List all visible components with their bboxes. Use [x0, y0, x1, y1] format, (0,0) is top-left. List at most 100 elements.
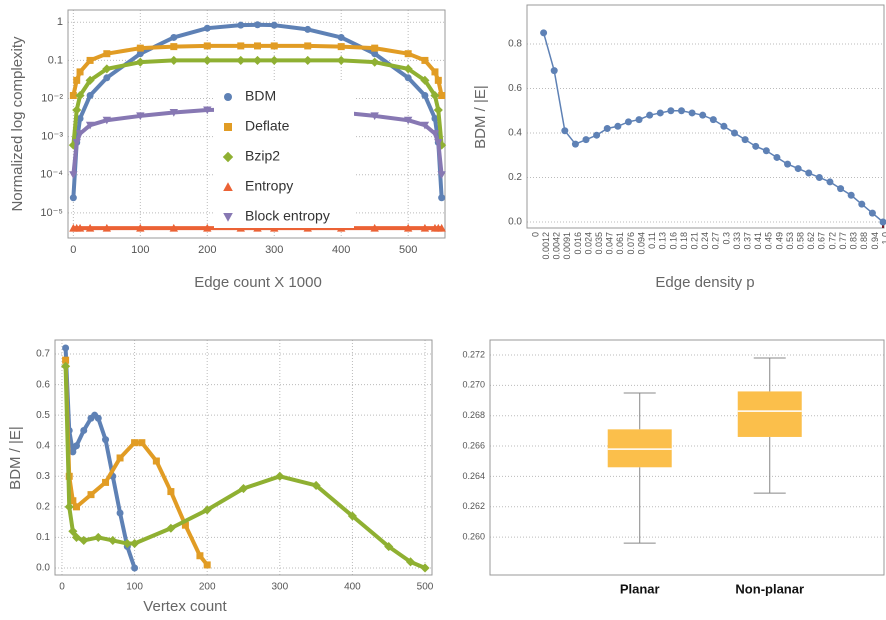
- point: [102, 64, 112, 74]
- point: [434, 139, 443, 147]
- point: [731, 129, 739, 137]
- point: [847, 191, 855, 199]
- point: [254, 21, 262, 29]
- point: [371, 44, 379, 52]
- y-tick-label: 0.2: [508, 172, 522, 183]
- y-tick-label: 0.262: [462, 501, 485, 511]
- x-tick-label: 0.0012: [541, 232, 551, 260]
- x-tick-label: 300: [271, 582, 288, 593]
- point: [238, 483, 249, 494]
- point: [403, 64, 413, 74]
- x-tick-label: 0: [59, 582, 65, 593]
- point: [170, 43, 178, 51]
- y-tick-label: 0.3: [36, 471, 50, 482]
- point: [433, 105, 443, 115]
- point: [170, 33, 178, 41]
- category-label: Non-planar: [735, 581, 804, 596]
- point: [762, 147, 770, 155]
- point: [437, 223, 446, 232]
- legend-label: Bzip2: [245, 148, 280, 164]
- y-tick-label: 0.1: [48, 54, 63, 66]
- plot-frame: [526, 4, 885, 229]
- point: [237, 21, 245, 29]
- x-tick-label: 1.0: [880, 232, 886, 245]
- x-tick-label: 0.0091: [562, 232, 572, 260]
- x-tick-label: 0.061: [615, 232, 625, 255]
- plot-frame: [67, 9, 446, 239]
- point: [61, 361, 71, 371]
- point: [794, 165, 802, 173]
- point: [72, 105, 82, 115]
- x-tick-label: 200: [198, 244, 216, 256]
- point: [85, 75, 95, 85]
- series-line: [63, 360, 209, 567]
- point: [169, 223, 179, 232]
- category-label: Planar: [620, 581, 660, 596]
- point: [646, 111, 654, 119]
- x-tick-label: 0.11: [647, 232, 657, 249]
- point: [667, 107, 675, 115]
- y-tick-label: 0.260: [462, 531, 485, 541]
- point: [85, 121, 95, 130]
- point: [303, 55, 313, 65]
- point: [138, 439, 146, 447]
- point: [75, 130, 85, 138]
- series-line: [63, 366, 426, 570]
- point: [420, 121, 430, 130]
- y-tick-label: 0.6: [36, 379, 50, 390]
- point: [254, 42, 262, 50]
- point: [879, 218, 886, 226]
- point: [421, 92, 429, 100]
- x-tick-label: 0.67: [817, 232, 827, 250]
- point: [71, 532, 82, 542]
- point: [169, 109, 179, 117]
- point: [72, 503, 80, 511]
- point: [304, 42, 312, 50]
- point: [270, 21, 278, 29]
- point: [404, 50, 412, 58]
- x-tick-label: 0.0042: [552, 232, 562, 260]
- x-tick-label: 0.13: [658, 232, 668, 250]
- point: [76, 68, 84, 76]
- point: [540, 29, 548, 37]
- x-tick-label: 0.49: [774, 232, 784, 250]
- point: [136, 44, 144, 52]
- x-tick-label: 500: [417, 582, 434, 593]
- point: [614, 122, 622, 130]
- y-tick-label: 10⁻⁴: [40, 169, 63, 181]
- legend-box: [214, 82, 354, 228]
- point: [438, 92, 446, 100]
- point: [181, 521, 189, 529]
- point: [203, 561, 211, 569]
- x-tick-label: 0.21: [689, 232, 699, 250]
- point: [868, 209, 876, 217]
- point: [420, 563, 430, 573]
- point: [571, 140, 579, 148]
- point: [85, 223, 95, 232]
- point: [720, 122, 728, 130]
- point: [136, 50, 144, 58]
- point: [837, 185, 845, 193]
- point: [102, 436, 110, 444]
- y-tick-label: 0.8: [508, 39, 522, 50]
- point: [75, 223, 85, 232]
- point: [370, 112, 379, 121]
- point: [337, 43, 345, 51]
- point: [237, 42, 245, 50]
- point: [103, 74, 111, 82]
- point: [434, 76, 442, 84]
- point: [403, 223, 413, 232]
- x-tick-label: 100: [126, 582, 143, 593]
- y-tick-label: 0.4: [508, 128, 522, 139]
- legend-label: Block entropy: [245, 208, 330, 224]
- point: [635, 116, 643, 124]
- point: [108, 535, 118, 546]
- point: [202, 505, 212, 515]
- point: [69, 497, 77, 505]
- point: [223, 182, 233, 191]
- y-tick-label: 0.5: [36, 410, 50, 421]
- point: [102, 223, 112, 232]
- point: [430, 130, 440, 138]
- point: [203, 24, 211, 32]
